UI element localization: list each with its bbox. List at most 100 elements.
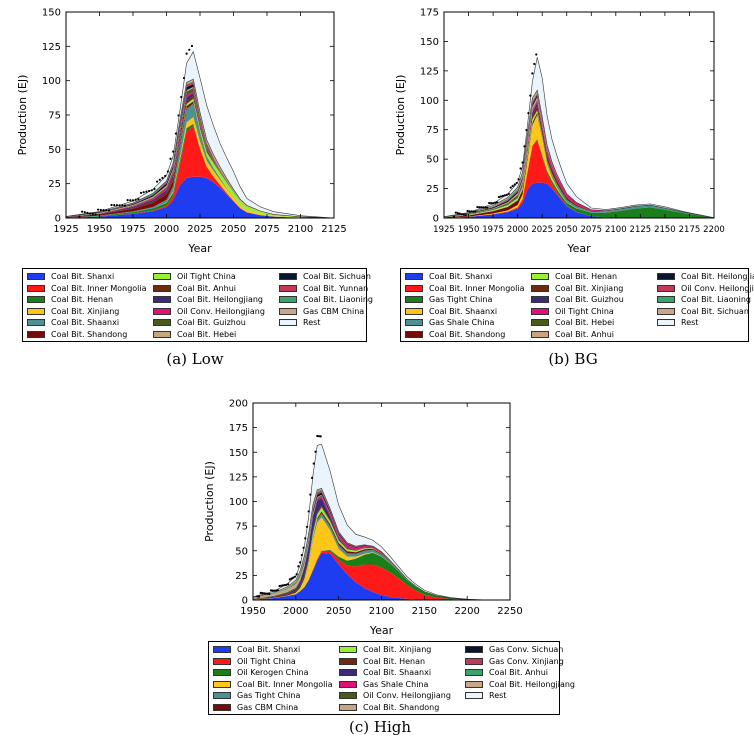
historical-point [78,215,81,218]
historical-point [185,52,188,55]
x-tick-label: 2100 [369,606,394,617]
y-axis-label: Production (EJ) [394,75,407,156]
legend-swatch [153,284,171,292]
historical-point [80,210,84,213]
y-tick-label: 150 [420,37,439,48]
historical-point [295,573,298,576]
legend-label: Gas Shale China [363,679,429,689]
area-series-group [66,50,334,218]
chart-bg: 1925 1950 1975 2000 2025 2050 2075 2100 2125 2150… [394,8,725,256]
area-oil-kerogen-china [253,549,510,600]
historical-data-points [78,44,194,218]
historical-point [521,161,524,164]
legend-label: Coal Bit. Hebei [177,329,237,339]
legend-item: Coal Bit. Inner Mongolia [405,283,525,294]
axis-ticks: 1950 2000 2050 2100 2150 2200 2250 0 25 50 75 100 12… [229,399,523,618]
historical-data-points [452,53,538,218]
legend-swatch [531,296,549,303]
historical-point [319,435,322,438]
legend-swatch [213,692,231,699]
legend-item: Coal Bit. Xinjiang [339,644,431,655]
y-tick-label: 200 [229,399,248,410]
x-tick-label: 2250 [497,606,522,617]
y-tick-label: 0 [433,214,439,225]
x-tick-label: 1950 [240,606,265,617]
legend-item: Oil Kerogen China [213,667,309,678]
y-tick-label: 75 [426,125,439,136]
historical-point [188,48,191,51]
historical-point [519,167,522,170]
historical-point [268,592,271,596]
legend-swatch [153,273,171,280]
x-tick-label: 2200 [454,606,479,617]
legend-label: Oil Conv. Heilongjiang [681,283,754,293]
legend-label: Coal Bit. Heilongjiang [489,679,576,689]
historical-point [314,450,317,453]
legend-swatch [27,319,45,326]
legend-label: Gas Conv. Xinjiang [489,656,564,666]
x-tick-label: 1925 [433,225,455,235]
historical-point [283,583,286,587]
legend-label: Coal Bit. Hebei [555,318,615,327]
legend-item: Gas Shale China [339,679,428,690]
legend-swatch [465,680,483,688]
legend-label: Gas Conv. Sichuan [489,645,564,654]
y-tick-label: 125 [229,472,248,483]
legend-label: Rest [303,318,321,327]
legend-swatch [531,284,549,292]
historical-point [454,211,457,214]
legend-label: Coal Bit. Shaanxi [363,668,432,677]
legend-item: Coal Bit. Shaanxi [405,306,497,317]
legend-swatch [465,657,483,665]
legend-label: Coal Bit. Inner Mongolia [237,679,333,689]
legend-label: Coal Bit. Henan [363,656,426,666]
legend-item: Coal Bit. Henan [531,271,617,282]
historical-point [164,174,167,178]
legend-label: Coal Bit. Guizhou [555,295,624,304]
historical-point [458,212,461,215]
legend-label: Oil Conv. Heilongjiang [363,691,451,700]
legend-swatch [465,692,483,699]
historical-data-points [256,434,322,598]
legend-swatch [405,284,423,292]
caption-bg: (b) BG [548,350,598,368]
historical-point [174,132,177,135]
y-tick-label: 150 [229,448,248,459]
legend-swatch [213,657,231,665]
area-series-group [444,57,714,218]
historical-point [488,201,491,205]
area-coal-bit-inner-mongolia [66,125,334,218]
legend-item: Coal Bit. Sichuan [279,271,371,282]
legend-label: Coal Bit. Shanxi [429,272,493,281]
legend-swatch [657,284,675,292]
area-coal-bit-shanxi [253,552,510,600]
legend-item: Gas Conv. Xinjiang [465,656,564,667]
x-tick-label: 1925 [53,224,78,235]
legend-item: Coal Bit. Inner Mongolia [213,679,333,690]
historical-point [517,178,520,181]
legend-item: Coal Bit. Yunnan [279,283,368,294]
historical-point [499,195,503,198]
legend-item: Oil Tight China [531,306,614,317]
historical-point [515,181,518,185]
y-tick-label: 125 [420,66,439,77]
legend-swatch [657,273,675,280]
legend-item: Gas Shale China [405,317,494,328]
historical-point [161,176,164,179]
historical-point [256,595,259,598]
legend-swatch [153,307,171,315]
legend-label: Coal Bit. Yunnan [303,283,369,293]
legend-item: Coal Bit. Anhui [465,667,548,678]
y-tick-label: 75 [48,111,61,122]
legend-item: Gas CBM China [213,702,298,713]
historical-point [139,191,143,195]
x-tick-label: 2150 [654,225,676,235]
historical-point [156,180,159,183]
historical-point [466,209,469,213]
chart-high: 1950 2000 2050 2100 2150 2200 2250 0 25 50 75 100 12… [203,399,523,638]
y-tick-label: 0 [55,214,61,225]
area-series-group [253,443,510,600]
x-tick-label: 2025 [531,225,553,235]
y-axis-label: Production (EJ) [203,461,216,542]
legend-item: Coal Bit. Heilongjiang [657,271,754,282]
